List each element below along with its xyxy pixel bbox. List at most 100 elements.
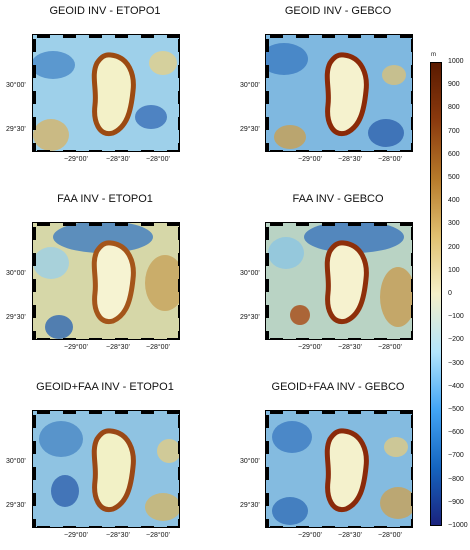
frame-tick [33,39,36,52]
frame-tick [33,441,36,454]
frame-tick [266,253,269,266]
frame-tick [33,117,36,130]
colorbar-tick-label: 700 [448,127,460,135]
frame-tick [348,338,361,339]
colorbar [430,62,442,526]
frame-tick [411,467,412,480]
map-field [33,35,179,151]
frame-tick [400,411,412,414]
frame-tick [33,143,36,151]
frame-tick [33,91,36,104]
anomaly-blob [274,125,306,149]
lat-label-30-p4: 30°00' [240,270,260,277]
colorbar-tick-label: 600 [448,150,460,158]
colorbar-tick-label: −500 [448,406,464,413]
anomaly-blob [380,487,412,519]
frame-tick [374,338,387,339]
frame-tick [178,467,179,480]
map-field [266,223,412,339]
frame-tick [178,331,179,339]
frame-tick [411,227,412,240]
colorbar-tick-label: −1000 [448,522,468,529]
frame-tick [37,411,50,414]
map-field [33,223,179,339]
frame-tick [141,526,154,527]
frame-tick [266,91,269,104]
lat-label-30-p6: 30°00' [240,458,260,465]
anomaly-blob [145,255,179,311]
frame-tick [37,338,50,339]
lon-label-2830-p1: −28°30' [106,156,130,163]
seamount-outline [91,52,136,137]
frame-tick [266,519,269,527]
frame-tick [178,441,179,454]
map-field [33,411,179,527]
frame-tick [33,253,36,266]
lon-label-2830-p2: −28°30' [338,156,362,163]
anomaly-blob [33,51,75,79]
anomaly-blob [272,497,308,525]
lon-label-28-p6: −28°00' [378,532,402,539]
frame-tick [348,411,361,414]
anomaly-blob [149,51,177,75]
anomaly-blob [145,493,179,521]
map-field [266,411,412,527]
lon-label-2830-p4: −28°30' [338,344,362,351]
frame-tick [115,526,128,527]
frame-tick [33,279,36,292]
anomaly-blob [368,119,404,147]
lon-label-28-p5: −28°00' [146,532,170,539]
frame-tick [63,223,76,226]
map-panel-6 [265,410,413,528]
frame-tick [63,150,76,151]
anomaly-blob [268,237,304,269]
frame-tick [266,441,269,454]
panel-title-3: FAA INV - ETOPO1 [57,193,153,205]
frame-tick [411,415,412,428]
lon-label-29-p3: −29°00' [64,344,88,351]
anomaly-blob [272,421,312,453]
seamount-outline [91,428,136,513]
frame-tick [37,526,50,527]
anomaly-blob [290,305,310,325]
frame-tick [167,411,179,414]
colorbar-tick-label: −300 [448,359,464,367]
frame-tick [266,39,269,52]
frame-tick [374,526,387,527]
frame-tick [270,35,283,38]
frame-tick [115,411,128,414]
colorbar-unit: m [431,52,436,58]
frame-tick [178,91,179,104]
frame-tick [322,526,335,527]
frame-tick [374,223,387,226]
frame-tick [348,223,361,226]
frame-tick [348,526,361,527]
frame-tick [178,415,179,428]
seamount-outline [324,52,369,137]
frame-tick [178,65,179,78]
colorbar-tick-label: 800 [448,104,460,112]
map-panel-4 [265,222,413,340]
anomaly-blob [380,267,412,327]
frame-tick [178,117,179,130]
frame-tick [296,35,309,38]
frame-tick [411,91,412,104]
frame-tick [178,143,179,151]
map-panel-3 [32,222,180,340]
frame-tick [266,279,269,292]
frame-tick [296,411,309,414]
colorbar-tick-label: 0 [448,290,452,297]
frame-tick [141,411,154,414]
anomaly-blob [384,437,408,457]
colorbar-tick-label: −100 [448,313,464,321]
lon-label-28-p3: −28°00' [146,344,170,351]
anomaly-blob [53,223,153,253]
lat-label-2930-p5: 29°30' [6,502,26,509]
frame-tick [322,338,335,339]
frame-tick [270,526,283,527]
frame-tick [141,338,154,339]
anomaly-blob [33,119,69,151]
frame-tick [411,493,412,506]
lon-label-29-p5: −29°00' [64,532,88,539]
lat-label-30-p5: 30°00' [6,458,26,465]
